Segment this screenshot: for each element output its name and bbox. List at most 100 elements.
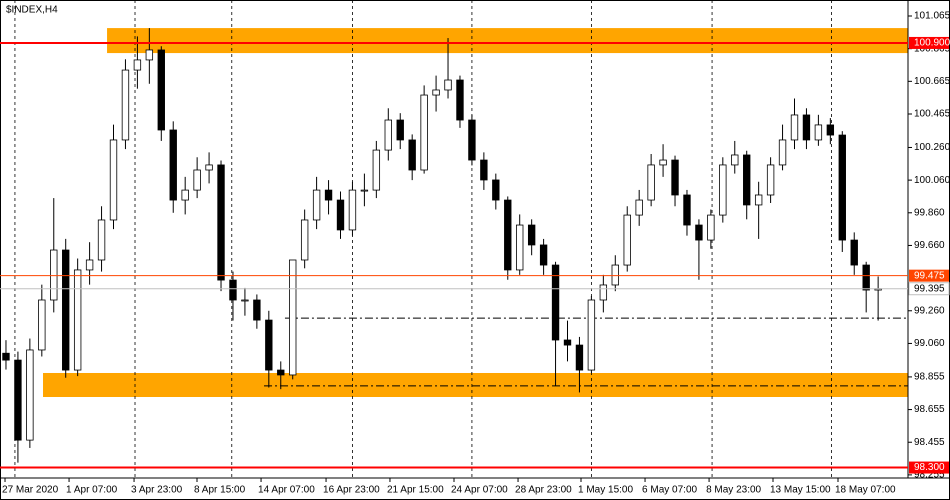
candle-body (647, 164, 655, 201)
y-tick-label: 99.860 (914, 207, 945, 218)
candle-body (611, 264, 619, 286)
candle-body (504, 199, 512, 271)
candle-body (50, 249, 58, 301)
candle-body (671, 159, 679, 196)
candle-body (360, 189, 369, 192)
candle-body (635, 199, 643, 216)
candle-body (169, 129, 177, 201)
x-tick-label: 6 May 07:00 (642, 485, 697, 496)
candle-body (38, 299, 46, 351)
candle-body (73, 269, 82, 371)
zone (107, 28, 909, 54)
candle-body (348, 189, 357, 231)
candle-body (456, 79, 464, 121)
candle-body (133, 59, 142, 71)
candle-body (121, 69, 130, 141)
candle-body (420, 94, 428, 171)
candle-body (802, 114, 811, 141)
candle-body (659, 159, 667, 166)
y-tick-label: 99.660 (914, 240, 945, 251)
candle-body (2, 352, 10, 361)
zone (43, 372, 909, 397)
price-label: 99.475 (914, 270, 945, 281)
candle-body (826, 124, 835, 136)
candle-body (623, 214, 631, 266)
candle-body (850, 239, 858, 266)
y-tick-label: 98.255 (914, 470, 945, 481)
x-tick-label: 18 May 07:00 (835, 485, 896, 496)
price-box (908, 282, 950, 296)
price-label: 98.300 (914, 462, 945, 473)
x-tick-label: 21 Apr 15:00 (387, 485, 444, 496)
candle-body (217, 164, 225, 281)
candle-body (731, 154, 739, 166)
candle-body (181, 189, 189, 201)
candle-body (97, 219, 106, 261)
candle-body (444, 79, 452, 91)
candle-body (384, 119, 392, 151)
candle-body (408, 139, 416, 171)
candle-body (468, 119, 476, 161)
x-tick-label: 1 Apr 07:00 (66, 485, 118, 496)
y-tick-label: 101.065 (914, 11, 950, 22)
x-tick-label: 16 Apr 23:00 (323, 485, 380, 496)
candle-body (516, 224, 524, 271)
x-tick-label: 3 Apr 23:00 (131, 485, 183, 496)
candle-body (265, 319, 273, 371)
candle-body (336, 199, 345, 231)
candle-body (229, 279, 237, 301)
candle-body (205, 164, 213, 171)
candle-body (26, 349, 34, 441)
candle-body (62, 249, 70, 371)
candle-body (838, 134, 846, 241)
candle-body (719, 164, 727, 216)
candle-body (396, 119, 404, 141)
candle-body (599, 284, 608, 301)
y-tick-label: 99.260 (914, 305, 945, 316)
candle-body (324, 189, 333, 201)
y-tick-label: 100.465 (914, 109, 950, 120)
y-tick-label: 98.655 (914, 404, 945, 415)
candle-body (814, 124, 823, 141)
candle-body (575, 344, 584, 371)
candle-body (193, 169, 201, 191)
y-tick-label: 98.855 (914, 372, 945, 383)
x-tick-label: 28 Apr 23:00 (515, 485, 572, 496)
candle-body (766, 164, 775, 196)
candle-body (145, 49, 154, 61)
candle-body (790, 114, 799, 141)
chart-title: $INDEX,H4 (6, 5, 58, 16)
x-tick-label: 8 May 23:00 (706, 485, 761, 496)
candle-body (109, 139, 118, 221)
price-label: 100.900 (914, 38, 950, 49)
price-box (909, 36, 949, 49)
candle-body (277, 369, 285, 376)
candle-body (563, 339, 572, 346)
candle-body (157, 49, 165, 131)
x-tick-label: 27 Mar 2020 (2, 485, 59, 496)
candle-body (695, 224, 703, 241)
x-tick-label: 1 May 15:00 (578, 485, 633, 496)
price-label: 99.395 (914, 283, 945, 294)
candle-body (539, 244, 548, 266)
candle-body (241, 299, 249, 302)
candle-body (862, 264, 870, 291)
x-tick-label: 8 Apr 15:00 (194, 485, 246, 496)
x-tick-label: 13 May 15:00 (770, 485, 831, 496)
candle-body (707, 214, 715, 241)
candle-body (85, 259, 94, 271)
candle-body (587, 299, 596, 371)
candle-body (14, 359, 22, 441)
price-box (909, 461, 949, 474)
candle-body (551, 264, 560, 341)
candle-body (743, 154, 751, 206)
candle-body (778, 139, 787, 166)
price-box (909, 269, 949, 282)
candle-body (492, 179, 500, 201)
y-tick-label: 99.060 (914, 338, 945, 349)
candle-body (372, 149, 381, 191)
candle-body (754, 194, 763, 206)
y-tick-label: 98.455 (914, 437, 945, 448)
